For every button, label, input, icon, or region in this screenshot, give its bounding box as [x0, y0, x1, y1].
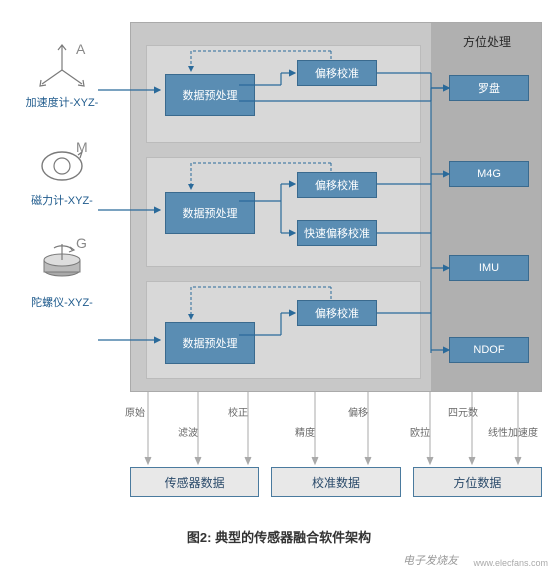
dl-filter: 滤波	[178, 424, 198, 439]
dl-linacc: 线性加速度	[488, 424, 538, 439]
svg-text:G: G	[76, 238, 87, 251]
lane-accel: 数据预处理 偏移校准	[146, 45, 421, 143]
dl-euler: 欧拉	[410, 424, 430, 439]
figure-caption: 图2: 典型的传感器融合软件架构	[0, 527, 558, 546]
calib-mag-0: 偏移校准	[297, 172, 377, 198]
gyro-label: 陀螺仪-XYZ-	[31, 294, 93, 310]
accel-label: 加速度计-XYZ-	[26, 94, 99, 110]
bottom-sensor-data: 传感器数据	[130, 467, 259, 497]
bottom-calib-data: 校准数据	[271, 467, 400, 497]
svg-text:M: M	[76, 140, 88, 155]
mag-icon: M	[32, 140, 92, 188]
lane-mag: 数据预处理 偏移校准 快速偏移校准	[146, 157, 421, 267]
out-m4g: M4G	[449, 161, 529, 187]
svg-text:A: A	[76, 41, 86, 57]
mag-sensor: M 磁力计-XYZ-	[12, 140, 112, 208]
bottom-row: 传感器数据 校准数据 方位数据	[130, 467, 542, 497]
dl-raw: 原始	[125, 404, 145, 419]
main-panel: 方位处理 数据预处理 偏移校准 数据预处理 偏移校准 快速偏移校准 数据预处理 …	[130, 22, 542, 392]
out-imu: IMU	[449, 255, 529, 281]
orientation-title: 方位处理	[463, 33, 511, 50]
lane-gyro: 数据预处理 偏移校准	[146, 281, 421, 379]
calib-gyro: 偏移校准	[297, 300, 377, 326]
watermark-text: 电子发烧友	[403, 552, 458, 568]
gyro-icon: G	[32, 238, 92, 290]
dl-prec: 精度	[295, 424, 315, 439]
calib-mag-1: 快速偏移校准	[297, 220, 377, 246]
dl-corr: 校正	[228, 404, 248, 419]
bottom-orient-data: 方位数据	[413, 467, 542, 497]
preproc-mag: 数据预处理	[165, 192, 255, 234]
down-labels: 原始 滤波 校正 精度 偏移 欧拉 四元数 线性加速度	[130, 398, 542, 448]
mag-label: 磁力计-XYZ-	[31, 192, 93, 208]
accel-icon: A	[32, 40, 92, 90]
gyro-sensor: G 陀螺仪-XYZ-	[12, 238, 112, 310]
dl-quat: 四元数	[448, 404, 478, 419]
out-ndof: NDOF	[449, 337, 529, 363]
preproc-accel: 数据预处理	[165, 74, 255, 116]
calib-accel: 偏移校准	[297, 60, 377, 86]
out-compass: 罗盘	[449, 75, 529, 101]
preproc-gyro: 数据预处理	[165, 322, 255, 364]
accel-sensor: A 加速度计-XYZ-	[12, 40, 112, 110]
watermark-url: www.elecfans.com	[473, 558, 548, 568]
dl-offset: 偏移	[348, 404, 368, 419]
